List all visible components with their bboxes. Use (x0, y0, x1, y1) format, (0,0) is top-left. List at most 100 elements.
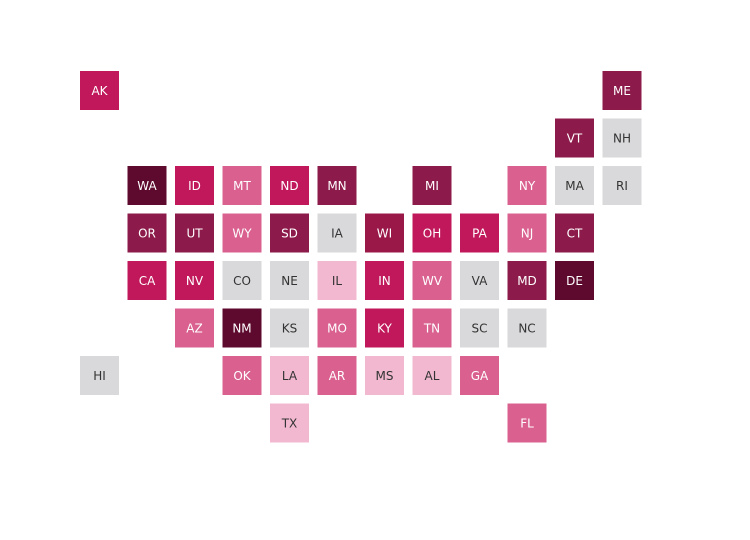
tile (507, 403, 547, 443)
state-label: OR (138, 227, 156, 241)
state-label: HI (93, 369, 106, 383)
state-tile: TX (270, 403, 309, 443)
state-tile: SD (270, 213, 309, 253)
state-label: NJ (521, 227, 534, 241)
tile (412, 166, 452, 205)
state-tile: PA (460, 213, 499, 253)
state-tile: OH (412, 213, 452, 253)
state-label: TN (423, 322, 440, 336)
tile (507, 213, 547, 253)
state-tile: IL (317, 261, 357, 300)
state-label: MA (565, 179, 584, 193)
tile (507, 166, 547, 205)
tile (602, 118, 642, 158)
state-label: NC (518, 322, 535, 336)
tile (412, 356, 452, 395)
state-label: WA (137, 179, 157, 193)
state-tile: MN (317, 166, 357, 205)
tile (602, 166, 642, 205)
tile (270, 356, 309, 395)
tile (460, 261, 499, 300)
tile (270, 403, 309, 443)
state-label: WI (377, 227, 392, 241)
state-label: NV (186, 274, 204, 288)
state-tile: MS (365, 356, 404, 395)
state-label: GA (471, 369, 489, 383)
tile (555, 213, 594, 253)
tile (127, 213, 167, 253)
state-tile: ID (175, 166, 214, 205)
state-tile: NY (507, 166, 547, 205)
tile (270, 213, 309, 253)
tile (127, 166, 167, 205)
state-label: WV (422, 274, 443, 288)
state-tile: IN (365, 261, 404, 300)
state-tile: KY (365, 308, 404, 348)
state-label: SD (281, 227, 298, 241)
state-tile: MA (555, 166, 594, 205)
state-tile: NM (222, 308, 262, 348)
state-tile: VT (555, 118, 594, 158)
tile (222, 356, 262, 395)
state-tile: WA (127, 166, 167, 205)
state-tile: RI (602, 166, 642, 205)
state-label: NY (519, 179, 536, 193)
state-label: IN (378, 274, 391, 288)
tile (412, 213, 452, 253)
state-label: NM (232, 322, 251, 336)
state-tile: AZ (175, 308, 214, 348)
tile (317, 213, 357, 253)
state-tile: NE (270, 261, 309, 300)
state-label: ND (280, 179, 298, 193)
state-label: CT (567, 227, 583, 241)
state-tile: LA (270, 356, 309, 395)
state-tile: UT (175, 213, 214, 253)
state-label: LA (282, 369, 298, 383)
state-label: IA (331, 227, 344, 241)
tile (270, 308, 309, 348)
state-label: KS (282, 322, 298, 336)
state-tile: AR (317, 356, 357, 395)
tile (222, 261, 262, 300)
state-tile: ND (270, 166, 309, 205)
state-label: DE (566, 274, 583, 288)
tile (507, 261, 547, 300)
state-label: ME (613, 84, 631, 98)
tile (460, 356, 499, 395)
tile (555, 261, 594, 300)
state-tile: SC (460, 308, 499, 348)
tile (317, 166, 357, 205)
tile (412, 308, 452, 348)
state-tile: WI (365, 213, 404, 253)
tile (412, 261, 452, 300)
state-tile: VA (460, 261, 499, 300)
state-label: AL (425, 369, 440, 383)
state-tile: NC (507, 308, 547, 348)
state-label: NE (281, 274, 298, 288)
state-label: CA (139, 274, 156, 288)
tile (365, 308, 404, 348)
state-tile: FL (507, 403, 547, 443)
state-label: MO (327, 322, 347, 336)
state-label: FL (520, 417, 534, 431)
state-tile: IA (317, 213, 357, 253)
state-tile: OR (127, 213, 167, 253)
state-label: UT (186, 227, 203, 241)
state-tile: HI (80, 356, 119, 395)
state-tile: WV (412, 261, 452, 300)
tile (460, 308, 499, 348)
state-tile: CO (222, 261, 262, 300)
state-tile: AL (412, 356, 452, 395)
state-label: RI (616, 179, 628, 193)
state-label: ID (188, 179, 201, 193)
tile (270, 166, 309, 205)
state-tile: MI (412, 166, 452, 205)
state-label: AR (329, 369, 346, 383)
tile (507, 308, 547, 348)
state-label: WY (232, 227, 252, 241)
tile (365, 261, 404, 300)
tile (317, 308, 357, 348)
state-tile: DE (555, 261, 594, 300)
